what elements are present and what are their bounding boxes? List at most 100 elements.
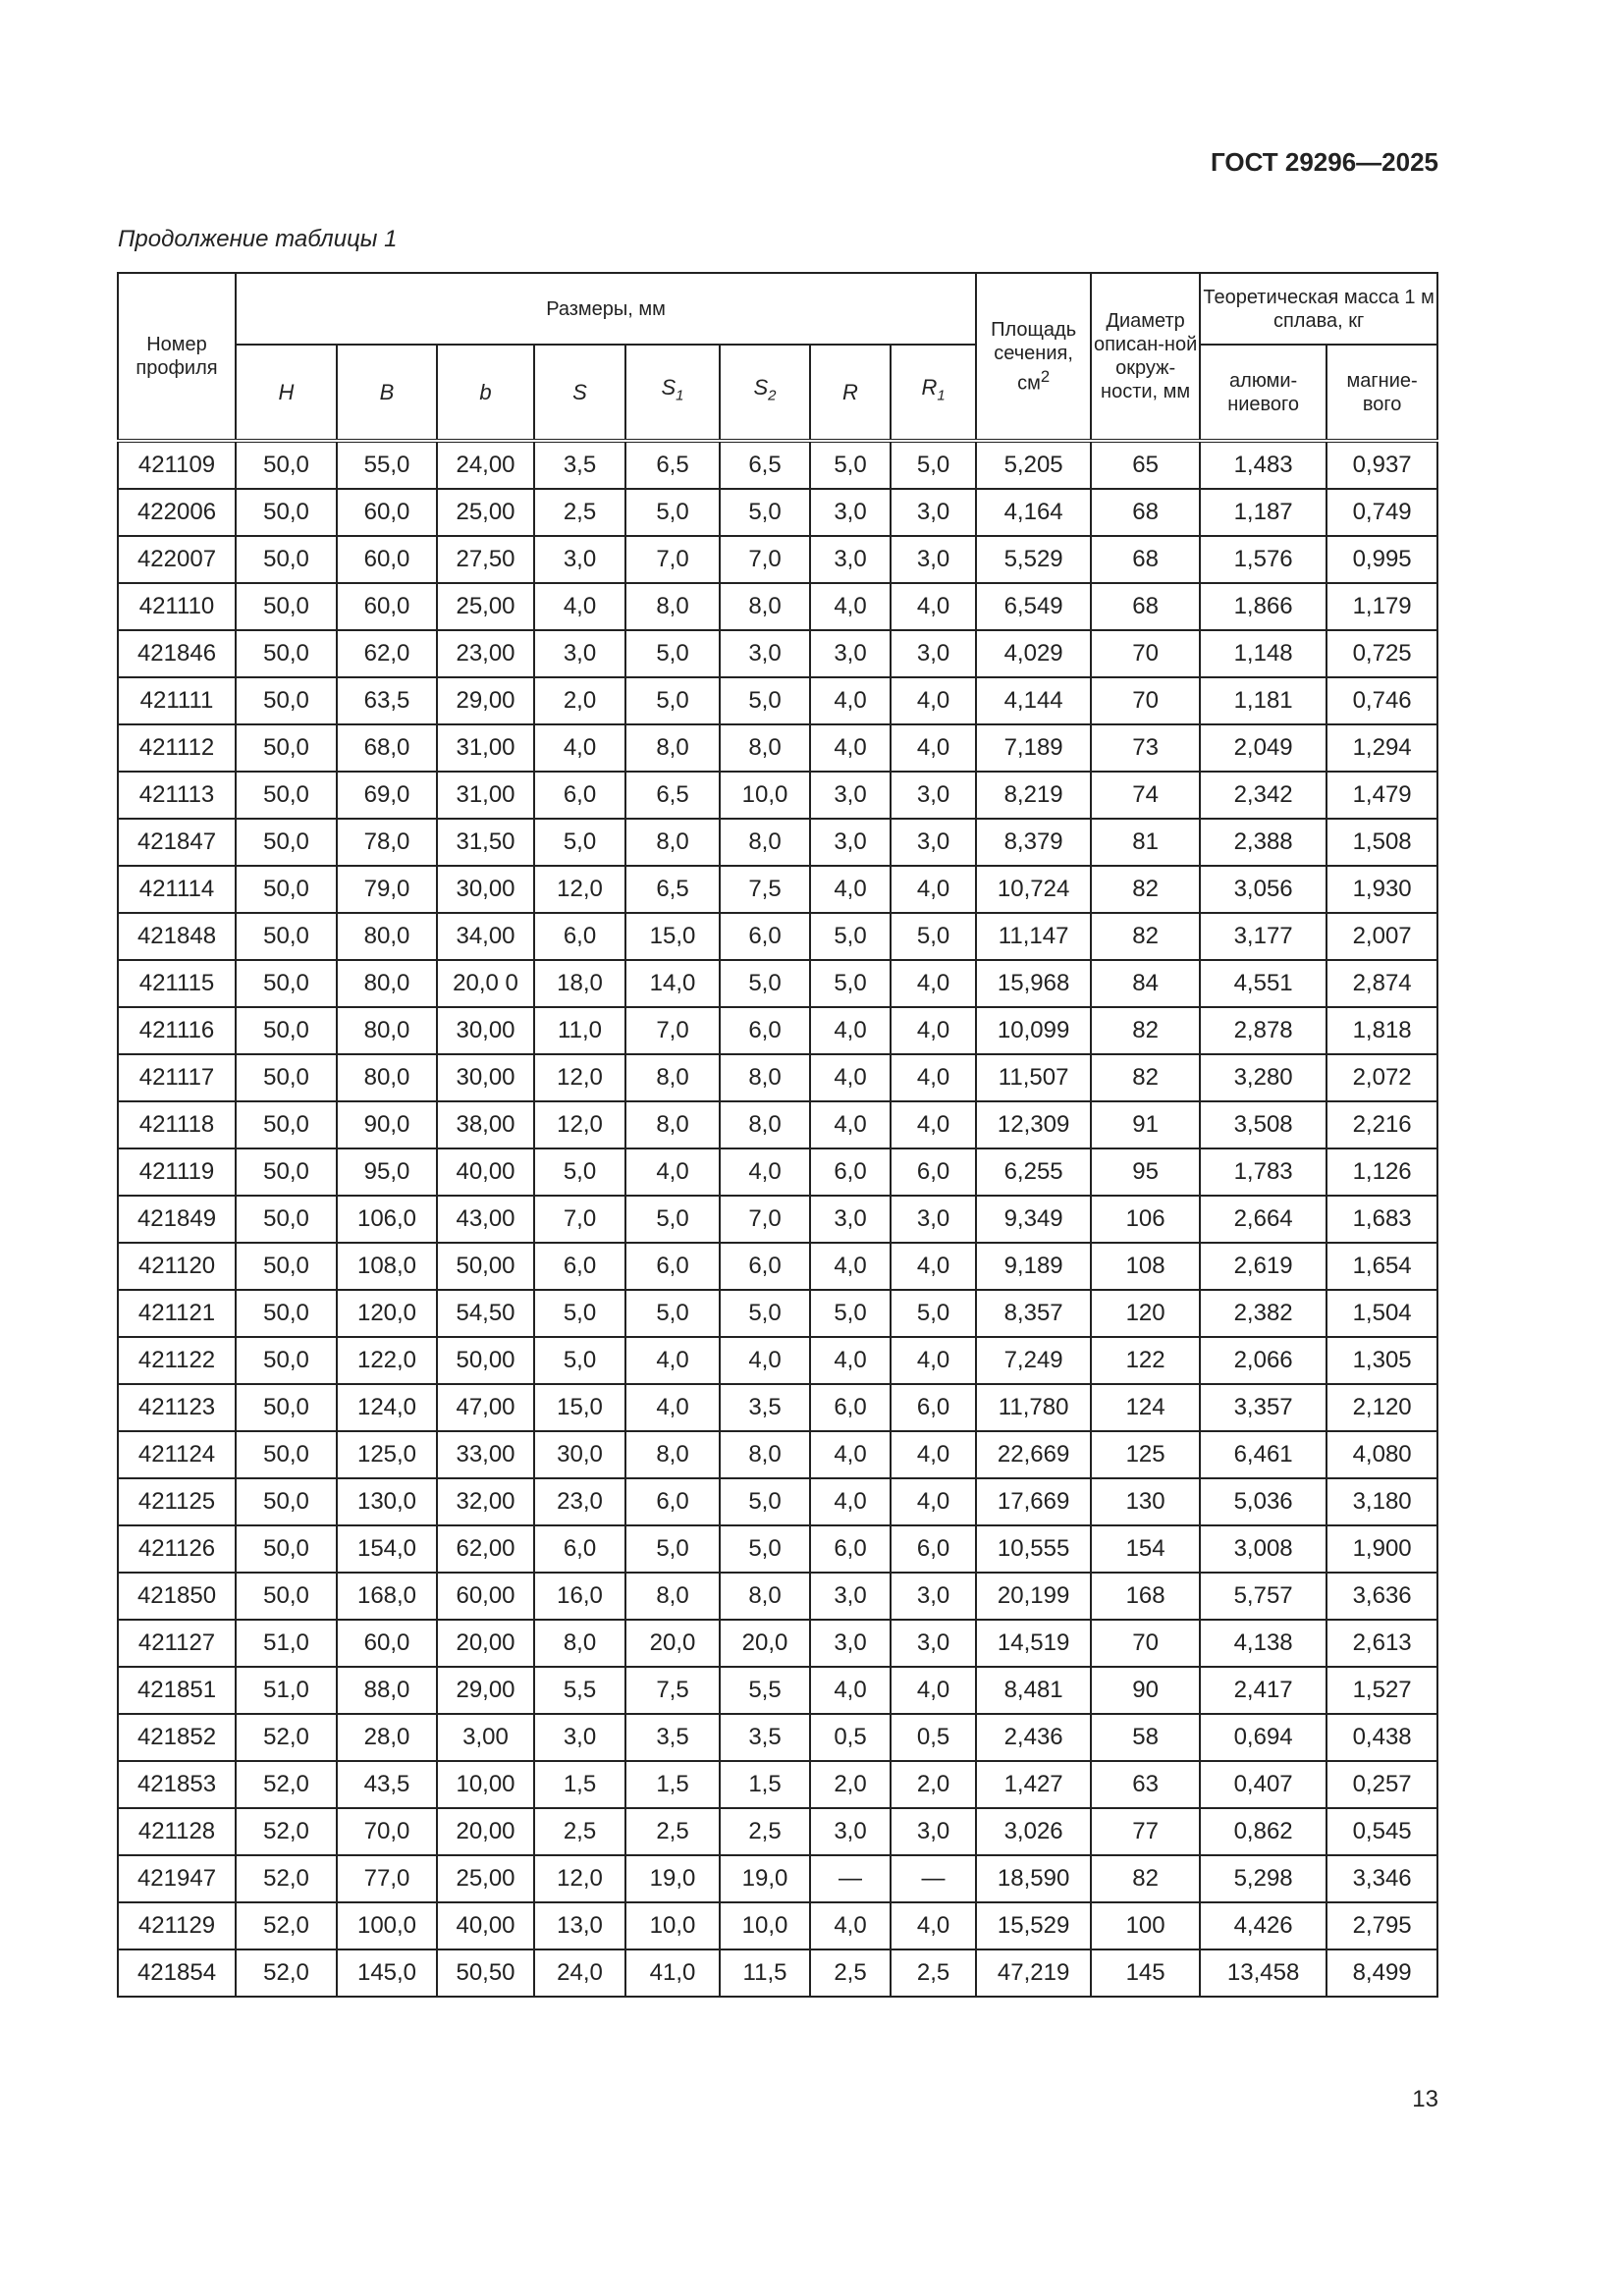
table-cell: 50,0 bbox=[235, 1289, 338, 1338]
table-cell: 11,0 bbox=[533, 1006, 626, 1055]
table-cell: 29,00 bbox=[436, 676, 535, 725]
table-row: 421109 50,0 55,0 24,00 3,5 6,5 6,5 5,0 5,0 5,205 6… bbox=[117, 439, 1439, 490]
table-cell: 50,00 bbox=[436, 1336, 535, 1385]
table-cell: 62,00 bbox=[436, 1524, 535, 1574]
table-row: 421846 50,0 62,0 23,00 3,0 5,0 3,0 3,0 3,0 4,029 7… bbox=[117, 629, 1439, 678]
table-cell: 1,294 bbox=[1326, 723, 1439, 773]
table-cell: 130 bbox=[1090, 1477, 1202, 1526]
table-cell: 50,0 bbox=[235, 1383, 338, 1432]
table-cell: 4,0 bbox=[809, 582, 892, 631]
table-cell: 4,0 bbox=[889, 676, 978, 725]
table-cell: 9,349 bbox=[975, 1195, 1093, 1244]
table-row: 421115 50,0 80,0 20,0 0 18,0 14,0 5,0 5,0 4,0 15,… bbox=[117, 959, 1439, 1008]
table-cell: 4,0 bbox=[719, 1148, 811, 1197]
table-cell: 7,0 bbox=[719, 1195, 811, 1244]
table-cell: 4,0 bbox=[809, 723, 892, 773]
table-cell: 4,0 bbox=[889, 1666, 978, 1715]
table-cell: 31,50 bbox=[436, 818, 535, 867]
table-cell: 2,066 bbox=[1199, 1336, 1328, 1385]
table-cell: 50,0 bbox=[235, 1572, 338, 1621]
table-cell: 5,0 bbox=[533, 818, 626, 867]
table-cell: 90 bbox=[1090, 1666, 1202, 1715]
table-row: 421113 50,0 69,0 31,00 6,0 6,5 10,0 3,0 3,0 8,219… bbox=[117, 771, 1439, 820]
header-magnesium: магние-вого bbox=[1326, 344, 1439, 442]
table-cell: 5,0 bbox=[809, 959, 892, 1008]
table-cell: 4,0 bbox=[809, 1336, 892, 1385]
table-cell: 50,0 bbox=[235, 488, 338, 537]
table-cell: 5,0 bbox=[889, 439, 978, 490]
table-row: 421123 50,0 124,0 47,00 15,0 4,0 3,5 6,0 6,0 11,7… bbox=[117, 1383, 1439, 1432]
table-cell: 1,866 bbox=[1199, 582, 1328, 631]
table-cell: 28,0 bbox=[336, 1713, 438, 1762]
table-cell: 50,0 bbox=[235, 439, 338, 490]
table-cell: 50,0 bbox=[235, 959, 338, 1008]
table-cell: 80,0 bbox=[336, 1053, 438, 1102]
profile-number-cell: 421124 bbox=[117, 1430, 237, 1479]
table-cell: 4,080 bbox=[1326, 1430, 1439, 1479]
table-cell: 51,0 bbox=[235, 1619, 338, 1668]
table-cell: 50,0 bbox=[235, 535, 338, 584]
table-cell: 1,900 bbox=[1326, 1524, 1439, 1574]
table-cell: 50,0 bbox=[235, 1242, 338, 1291]
table-cell: 50,50 bbox=[436, 1949, 535, 1998]
table-cell: 4,551 bbox=[1199, 959, 1328, 1008]
table-cell: 82 bbox=[1090, 912, 1202, 961]
table-cell: 11,507 bbox=[975, 1053, 1093, 1102]
table-cell: 3,0 bbox=[809, 818, 892, 867]
table-cell: 2,878 bbox=[1199, 1006, 1328, 1055]
table-cell: 63,5 bbox=[336, 676, 438, 725]
table-cell: 24,0 bbox=[533, 1949, 626, 1998]
table-cell: 4,0 bbox=[809, 1430, 892, 1479]
table-row: 421853 52,0 43,5 10,00 1,5 1,5 1,5 2,0 2,0 1,427 6… bbox=[117, 1760, 1439, 1809]
profile-number-cell: 421123 bbox=[117, 1383, 237, 1432]
header-aluminium: алюми-ниевого bbox=[1199, 344, 1328, 442]
table-cell: 0,438 bbox=[1326, 1713, 1439, 1762]
table-cell: 1,5 bbox=[719, 1760, 811, 1809]
table-cell: 1,148 bbox=[1199, 629, 1328, 678]
table-cell: 8,0 bbox=[624, 1053, 721, 1102]
profile-number-cell: 421114 bbox=[117, 865, 237, 914]
table-cell: 6,5 bbox=[624, 771, 721, 820]
table-cell: 5,0 bbox=[809, 1289, 892, 1338]
table-cell: 52,0 bbox=[235, 1807, 338, 1856]
table-cell: 154 bbox=[1090, 1524, 1202, 1574]
table-cell: 50,0 bbox=[235, 771, 338, 820]
header-theoretical-mass: Теоретическая масса 1 м сплава, кг bbox=[1199, 272, 1439, 346]
table-cell: 5,0 bbox=[624, 1524, 721, 1574]
header-dim-b: b bbox=[436, 344, 535, 442]
table-cell: 6,0 bbox=[809, 1148, 892, 1197]
table-cell: 6,0 bbox=[809, 1524, 892, 1574]
table-cell: 124,0 bbox=[336, 1383, 438, 1432]
table-cell: 4,0 bbox=[624, 1148, 721, 1197]
table-cell: 4,029 bbox=[975, 629, 1093, 678]
table-cell: 2,5 bbox=[889, 1949, 978, 1998]
table-row: 421128 52,0 70,0 20,00 2,5 2,5 2,5 3,0 3,0 3,026 7… bbox=[117, 1807, 1439, 1856]
table-cell: 2,216 bbox=[1326, 1100, 1439, 1149]
table-cell: 30,00 bbox=[436, 1006, 535, 1055]
profile-number-cell: 421115 bbox=[117, 959, 237, 1008]
table-cell: 3,0 bbox=[809, 488, 892, 537]
table-cell: 145 bbox=[1090, 1949, 1202, 1998]
table-cell: 82 bbox=[1090, 1854, 1202, 1903]
table-cell: 3,0 bbox=[809, 629, 892, 678]
table-cell: 2,664 bbox=[1199, 1195, 1328, 1244]
table-cell: 12,0 bbox=[533, 865, 626, 914]
table-cell: 15,0 bbox=[624, 912, 721, 961]
profile-number-cell: 421128 bbox=[117, 1807, 237, 1856]
table-cell: 4,0 bbox=[809, 1006, 892, 1055]
table-cell: 2,120 bbox=[1326, 1383, 1439, 1432]
table-cell: 6,0 bbox=[889, 1524, 978, 1574]
table-cell: 8,219 bbox=[975, 771, 1093, 820]
table-cell: 18,590 bbox=[975, 1854, 1093, 1903]
table-cell: 14,519 bbox=[975, 1619, 1093, 1668]
table-cell: 7,5 bbox=[624, 1666, 721, 1715]
table-cell: 4,0 bbox=[889, 1100, 978, 1149]
profile-number-cell: 421847 bbox=[117, 818, 237, 867]
table-cell: 31,00 bbox=[436, 771, 535, 820]
table-cell: 82 bbox=[1090, 865, 1202, 914]
table-cell: 30,00 bbox=[436, 1053, 535, 1102]
table-cell: 5,0 bbox=[624, 629, 721, 678]
profile-number-cell: 421112 bbox=[117, 723, 237, 773]
table-cell: 50,0 bbox=[235, 1100, 338, 1149]
table-cell: 60,0 bbox=[336, 582, 438, 631]
